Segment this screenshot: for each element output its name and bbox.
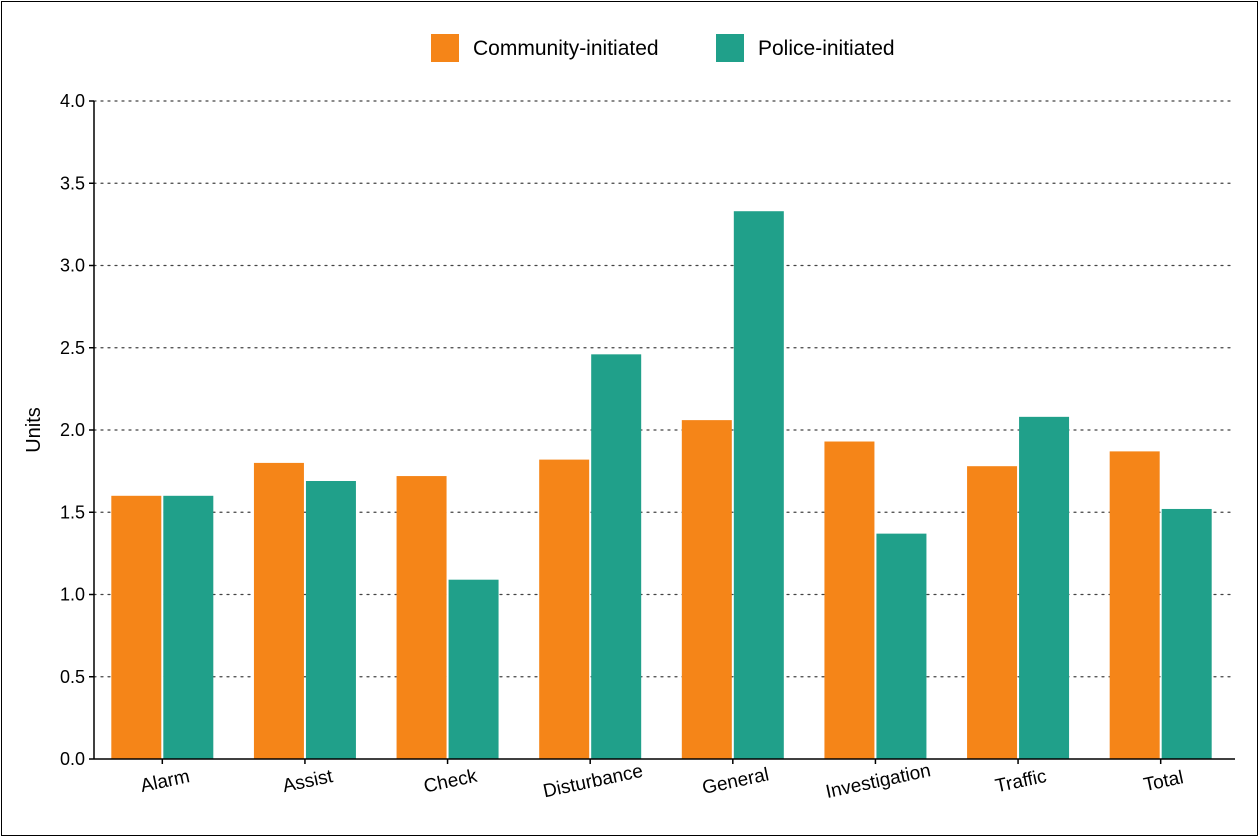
bar-police-initiated-total <box>1161 508 1212 759</box>
bar-community-initiated-alarm <box>111 495 162 759</box>
legend-label: Police-initiated <box>758 37 895 60</box>
bar-police-initiated-general <box>733 211 784 760</box>
bar-police-initiated-investigation <box>876 533 927 759</box>
x-tick-label: Check <box>422 766 480 798</box>
x-tick-label: Alarm <box>139 766 192 797</box>
bar-community-initiated-total <box>1109 451 1160 759</box>
bars <box>111 211 1212 760</box>
y-tick-label: 0.0 <box>60 749 85 769</box>
y-tick-label: 1.5 <box>60 502 85 522</box>
bar-community-initiated-check <box>396 476 447 759</box>
x-tick-label: General <box>700 764 770 799</box>
y-tick-label: 2.0 <box>60 420 85 440</box>
bar-community-initiated-traffic <box>967 466 1018 759</box>
x-tick-label: Total <box>1142 767 1186 796</box>
bar-police-initiated-alarm <box>163 495 214 759</box>
legend-swatch <box>716 34 744 62</box>
x-tick-label: Traffic <box>993 766 1048 797</box>
bar-community-initiated-disturbance <box>539 459 590 759</box>
y-tick-label: 3.5 <box>60 173 85 193</box>
bar-police-initiated-traffic <box>1019 416 1070 759</box>
x-tick-label: Investigation <box>824 760 933 803</box>
y-tick-label: 0.5 <box>60 667 85 687</box>
y-tick-label: 2.5 <box>60 338 85 358</box>
y-tick-label: 3.0 <box>60 256 85 276</box>
y-axis-label: Units <box>23 407 45 453</box>
legend: Community-initiated Police-initiated <box>431 34 895 62</box>
legend-label: Community-initiated <box>473 37 659 60</box>
bar-police-initiated-disturbance <box>591 354 642 759</box>
bar-police-initiated-assist <box>305 480 356 759</box>
bar-community-initiated-investigation <box>824 441 875 759</box>
x-tick-label: Assist <box>281 766 336 797</box>
y-tick-label: 1.0 <box>60 585 85 605</box>
legend-swatch <box>431 34 459 62</box>
y-tick-label: 4.0 <box>60 91 85 111</box>
x-tick-label: Disturbance <box>541 761 645 803</box>
bar-community-initiated-assist <box>253 462 304 759</box>
y-tick-labels: 0.0 0.5 1.0 1.5 2.0 2.5 3.0 3.5 4.0 <box>60 91 85 769</box>
bar-community-initiated-general <box>681 420 732 759</box>
axes <box>93 101 1235 760</box>
bar-police-initiated-check <box>448 579 499 759</box>
x-tick-labels: Alarm Assist Check Disturbance General Invest… <box>139 759 1186 803</box>
